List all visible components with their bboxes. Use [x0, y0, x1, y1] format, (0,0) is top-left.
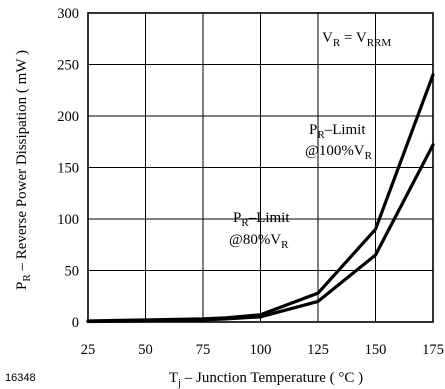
series-lines	[86, 73, 435, 324]
plot-frame	[87, 12, 434, 323]
x-tick-label-150: 150	[365, 342, 387, 358]
y-tick-label-200: 200	[57, 109, 79, 125]
x-tick-label-50: 50	[138, 342, 153, 358]
x-tick-label-25: 25	[81, 342, 96, 358]
series-line-80-percent	[86, 143, 435, 324]
label-100-line1: PR–Limit	[309, 122, 366, 141]
y-tick-label-100: 100	[57, 212, 79, 228]
x-tick-label-75: 75	[196, 342, 211, 358]
y-tick-label-150: 150	[57, 161, 79, 177]
y-tick-label-0: 0	[72, 315, 79, 331]
y-tick-label-250: 250	[57, 58, 79, 74]
figure-code: 16348	[5, 372, 36, 384]
label-100-line2: @100%VR	[305, 143, 373, 162]
grid-lines	[88, 13, 433, 322]
x-tick-label-125: 125	[307, 342, 329, 358]
y-tick-labels: 0 50 100 150 200 250 300	[57, 6, 79, 331]
label-80-line2: @80%VR	[229, 232, 289, 251]
x-tick-labels: 25 50 75 100 125 150 175	[81, 342, 444, 358]
y-axis-title: PR – Reverse Power Dissipation ( mW )	[14, 50, 33, 290]
y-tick-label-50: 50	[65, 264, 80, 280]
x-tick-label-175: 175	[422, 342, 444, 358]
y-tick-label-300: 300	[57, 6, 79, 22]
label-80-line1: PR–Limit	[233, 210, 290, 229]
condition-annotation: VR = VRRM	[322, 30, 391, 49]
x-tick-label-100: 100	[250, 342, 272, 358]
x-axis-title: Tj – Junction Temperature ( °C )	[169, 370, 363, 389]
